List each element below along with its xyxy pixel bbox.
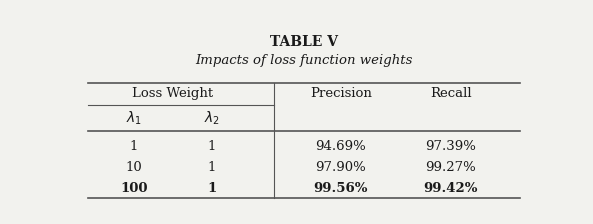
Text: 94.69%: 94.69% <box>315 140 366 153</box>
Text: Loss Weight: Loss Weight <box>132 87 213 100</box>
Text: 1: 1 <box>208 161 216 174</box>
Text: 1: 1 <box>208 182 216 195</box>
Text: 97.39%: 97.39% <box>426 140 476 153</box>
Text: 99.56%: 99.56% <box>314 182 368 195</box>
Text: 99.42%: 99.42% <box>424 182 478 195</box>
Text: $\lambda_1$: $\lambda_1$ <box>126 110 142 127</box>
Text: Precision: Precision <box>310 87 372 100</box>
Text: 99.27%: 99.27% <box>426 161 476 174</box>
Text: $\lambda_2$: $\lambda_2$ <box>204 110 220 127</box>
Text: 1: 1 <box>208 140 216 153</box>
Text: Impacts of loss function weights: Impacts of loss function weights <box>195 54 413 67</box>
Text: 97.90%: 97.90% <box>315 161 366 174</box>
Text: 100: 100 <box>120 182 148 195</box>
Text: TABLE V: TABLE V <box>270 35 338 49</box>
Text: 10: 10 <box>126 161 142 174</box>
Text: Recall: Recall <box>430 87 472 100</box>
Text: 1: 1 <box>130 140 138 153</box>
